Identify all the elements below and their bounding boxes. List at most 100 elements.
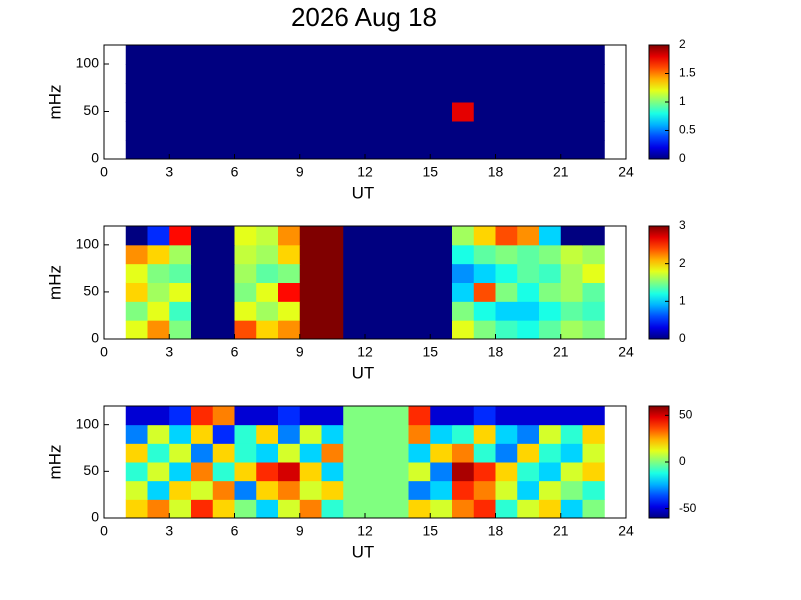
heatmap-cell bbox=[408, 45, 431, 65]
x-tick-label: 18 bbox=[488, 523, 504, 539]
heatmap-cell bbox=[256, 406, 279, 426]
heatmap-cell bbox=[234, 226, 257, 246]
heatmap-cell bbox=[212, 226, 235, 246]
heatmap-cell bbox=[234, 462, 257, 482]
x-tick-label: 9 bbox=[296, 344, 304, 360]
heatmap-cell bbox=[234, 424, 257, 444]
heatmap-cell bbox=[560, 443, 583, 463]
heatmap-cell bbox=[299, 121, 322, 141]
heatmap-cell bbox=[408, 244, 431, 265]
heatmap-cell bbox=[560, 102, 583, 122]
heatmap-cell bbox=[343, 443, 366, 463]
heatmap-cell bbox=[386, 102, 409, 122]
heatmap-cell bbox=[582, 45, 605, 65]
heatmap-cell bbox=[256, 282, 279, 302]
heatmap-cell bbox=[212, 406, 235, 426]
heatmap-cell bbox=[386, 140, 409, 160]
heatmap-cell bbox=[278, 406, 301, 426]
heatmap-cell bbox=[517, 424, 540, 444]
heatmap-cell bbox=[278, 64, 301, 84]
heatmap-cell bbox=[278, 301, 301, 321]
heatmap-cell bbox=[147, 83, 170, 103]
heatmap-cell bbox=[343, 320, 366, 340]
heatmap-cell bbox=[321, 45, 344, 65]
heatmap-cell bbox=[365, 45, 388, 65]
heatmap-cell bbox=[430, 263, 453, 283]
heatmap-cell bbox=[560, 226, 583, 246]
heatmap-cell bbox=[539, 443, 562, 463]
heatmap-cell bbox=[495, 45, 518, 65]
heatmap-cell bbox=[495, 140, 518, 160]
heatmap-cell bbox=[212, 499, 235, 519]
heatmap-cell bbox=[495, 282, 518, 302]
heatmap-cell bbox=[191, 480, 214, 500]
heatmap-cell bbox=[234, 83, 257, 103]
colorbar-tick-label: 2 bbox=[679, 256, 686, 270]
heatmap-cell bbox=[343, 83, 366, 103]
heatmap-cell bbox=[234, 282, 257, 302]
heatmap-cell bbox=[343, 424, 366, 444]
heatmap-cell bbox=[278, 140, 301, 160]
heatmap-cell bbox=[452, 320, 475, 340]
heatmap-cell bbox=[321, 263, 344, 283]
heatmap-cell bbox=[430, 64, 453, 84]
heatmap-cell bbox=[321, 244, 344, 265]
heatmap-cell bbox=[539, 140, 562, 160]
heatmap-cell bbox=[408, 64, 431, 84]
heatmap-cell bbox=[147, 45, 170, 65]
heatmap-cell bbox=[256, 443, 279, 463]
heatmap-cell bbox=[125, 102, 148, 122]
heatmap-cell bbox=[582, 424, 605, 444]
heatmap-cell bbox=[495, 462, 518, 482]
x-axis-label: UT bbox=[352, 363, 375, 382]
heatmap-cell bbox=[473, 443, 496, 463]
heatmap-cell bbox=[169, 499, 192, 519]
heatmap-cell bbox=[560, 406, 583, 426]
heatmap-cell bbox=[582, 301, 605, 321]
y-axis-label: mHz bbox=[45, 445, 64, 480]
heatmap-cell bbox=[452, 301, 475, 321]
x-tick-label: 15 bbox=[422, 344, 438, 360]
heatmap-cell bbox=[452, 263, 475, 283]
heatmap-cell bbox=[321, 443, 344, 463]
heatmap-cell bbox=[256, 480, 279, 500]
heatmap-cell bbox=[343, 140, 366, 160]
heatmap-cell bbox=[539, 102, 562, 122]
heatmap-cell bbox=[256, 121, 279, 141]
heatmap-cell bbox=[234, 263, 257, 283]
heatmap-cell bbox=[539, 301, 562, 321]
y-tick-label: 50 bbox=[83, 102, 99, 118]
heatmap-cell bbox=[560, 301, 583, 321]
heatmap-cell bbox=[539, 83, 562, 103]
heatmap-cell bbox=[256, 140, 279, 160]
heatmap-cell bbox=[386, 406, 409, 426]
heatmap-cell bbox=[234, 45, 257, 65]
heatmap-cell bbox=[386, 282, 409, 302]
heatmap-cell bbox=[278, 462, 301, 482]
heatmap-cell bbox=[539, 45, 562, 65]
heatmap-cell bbox=[560, 320, 583, 340]
y-tick-label: 0 bbox=[91, 330, 99, 346]
heatmap-cell bbox=[212, 45, 235, 65]
heatmap-cell bbox=[408, 424, 431, 444]
heatmap-cell bbox=[147, 102, 170, 122]
heatmap-cell bbox=[365, 320, 388, 340]
x-tick-label: 12 bbox=[357, 344, 373, 360]
heatmap-cell bbox=[365, 480, 388, 500]
heatmap-cell bbox=[560, 462, 583, 482]
heatmap-cell bbox=[582, 121, 605, 141]
heatmap-cell bbox=[212, 320, 235, 340]
heatmap-cell bbox=[147, 301, 170, 321]
heatmap-cell bbox=[430, 301, 453, 321]
heatmap-cell bbox=[539, 263, 562, 283]
heatmap-cell bbox=[343, 406, 366, 426]
heatmap-cell bbox=[147, 424, 170, 444]
heatmap-cell bbox=[495, 226, 518, 246]
heatmap-cell bbox=[147, 121, 170, 141]
heatmap-cell bbox=[321, 83, 344, 103]
heatmap-cell bbox=[452, 64, 475, 84]
x-tick-label: 3 bbox=[165, 164, 173, 180]
heatmap-cell bbox=[125, 301, 148, 321]
heatmap-cell bbox=[473, 140, 496, 160]
x-tick-label: 9 bbox=[296, 523, 304, 539]
